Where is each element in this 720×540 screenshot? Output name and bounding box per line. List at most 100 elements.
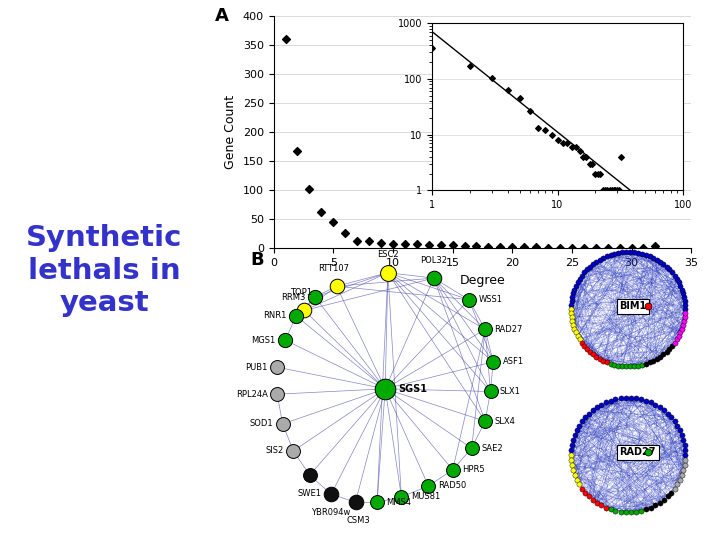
Text: WSS1: WSS1	[478, 295, 503, 304]
Point	[581, 345, 593, 353]
Text: SLX4: SLX4	[495, 417, 516, 426]
Point	[594, 255, 606, 264]
Point	[576, 484, 588, 493]
Point	[277, 420, 289, 428]
Point	[605, 251, 616, 259]
Point	[581, 265, 593, 274]
Text: SIS2: SIS2	[266, 447, 284, 455]
Point	[576, 271, 588, 280]
Point	[680, 456, 691, 464]
Point	[649, 501, 661, 510]
Point	[531, 243, 542, 252]
Text: RAD27: RAD27	[495, 325, 523, 334]
Point	[626, 244, 637, 252]
Point	[466, 444, 477, 453]
Point	[665, 488, 677, 497]
Point	[567, 317, 578, 326]
X-axis label: Degree: Degree	[459, 274, 505, 287]
Text: A: A	[215, 7, 229, 25]
Point	[364, 237, 375, 246]
Point	[608, 360, 620, 369]
Point	[566, 313, 577, 321]
Point	[636, 249, 648, 258]
Point	[587, 495, 598, 504]
Point	[290, 312, 302, 320]
Point	[580, 413, 591, 422]
Point	[635, 507, 647, 515]
Point	[339, 228, 351, 237]
Point	[645, 503, 657, 512]
Text: PUB1: PUB1	[246, 363, 268, 372]
Point	[642, 302, 654, 310]
Point	[565, 446, 577, 454]
Point	[576, 417, 588, 426]
Point	[583, 409, 595, 418]
Point	[673, 278, 685, 287]
Point	[590, 244, 601, 252]
Point	[616, 362, 628, 370]
Text: SAE2: SAE2	[481, 444, 503, 453]
Point	[304, 471, 315, 480]
Point	[680, 450, 691, 459]
Point	[571, 426, 582, 435]
Point	[287, 447, 300, 455]
Point	[600, 503, 611, 512]
Point	[629, 248, 640, 256]
Point	[584, 262, 595, 271]
Point	[632, 361, 644, 370]
Point	[279, 336, 291, 345]
Point	[588, 350, 599, 359]
Point	[679, 297, 690, 306]
Point	[635, 395, 647, 403]
Point	[664, 345, 675, 353]
Point	[565, 305, 577, 313]
Point	[591, 403, 603, 411]
Point	[542, 244, 554, 252]
Text: BIM1: BIM1	[620, 301, 647, 311]
Point	[463, 295, 474, 304]
Point	[675, 328, 686, 337]
Point	[642, 448, 654, 456]
Point	[487, 357, 499, 366]
Point	[657, 260, 669, 268]
Point	[624, 362, 636, 370]
Point	[480, 417, 491, 426]
Point	[480, 325, 491, 334]
Point	[587, 406, 598, 415]
Point	[662, 492, 673, 501]
Point	[315, 208, 327, 217]
Text: TOP1: TOP1	[290, 288, 312, 297]
Point	[679, 313, 690, 321]
Point	[576, 339, 588, 347]
Point	[608, 249, 620, 258]
Text: CSM3: CSM3	[346, 516, 370, 525]
Point	[574, 274, 585, 283]
Point	[649, 242, 661, 251]
Point	[351, 237, 363, 245]
Point	[567, 289, 579, 298]
Point	[651, 255, 662, 264]
Point	[271, 363, 283, 372]
Point	[620, 394, 631, 402]
Point	[579, 342, 590, 350]
Point	[271, 390, 283, 399]
Point	[328, 218, 339, 227]
Point	[615, 394, 626, 402]
Point	[379, 384, 391, 393]
Point	[566, 461, 577, 469]
Point	[610, 395, 621, 403]
Point	[654, 352, 666, 361]
Point	[613, 361, 624, 370]
Text: MUS81: MUS81	[411, 492, 440, 501]
Point	[280, 35, 292, 44]
Point	[630, 394, 642, 402]
Point	[573, 480, 585, 489]
Point	[423, 482, 434, 490]
Point	[569, 325, 580, 333]
Point	[614, 244, 626, 252]
Point	[583, 492, 595, 501]
Point	[675, 281, 686, 290]
Point	[588, 260, 599, 268]
Point	[674, 475, 685, 484]
Point	[565, 456, 577, 464]
